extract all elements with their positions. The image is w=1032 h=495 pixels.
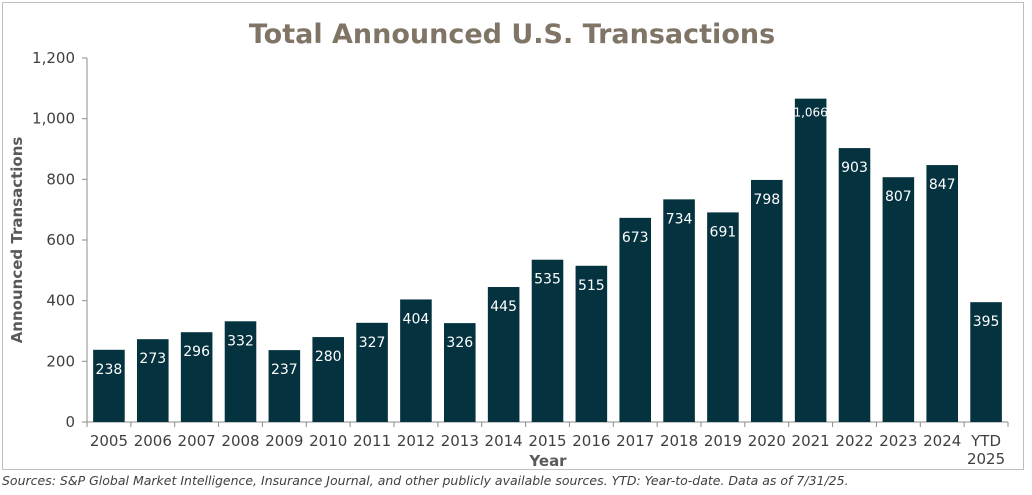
- x-tick-label: 2011: [353, 432, 391, 450]
- bar: [750, 179, 783, 422]
- x-tick-label: 2024: [923, 432, 961, 450]
- x-tick-label: 2010: [309, 432, 347, 450]
- x-tick-label: 2007: [178, 432, 216, 450]
- bar: [794, 98, 827, 422]
- y-tick-label: 200: [46, 352, 75, 370]
- y-tick-label: 0: [65, 413, 75, 431]
- bar-value-label: 691: [710, 224, 737, 240]
- x-tick-label: 2012: [397, 432, 435, 450]
- x-axis-label: Year: [528, 452, 567, 470]
- bar: [268, 350, 301, 422]
- bar: [926, 165, 959, 422]
- x-tick-label: 2006: [134, 432, 172, 450]
- bar: [707, 212, 739, 422]
- bar-chart: Total Announced U.S. Transactions 0 200 40…: [8, 19, 1009, 470]
- bar-value-label: 280: [315, 349, 342, 365]
- bar-value-label: 404: [403, 311, 430, 327]
- bar: [400, 299, 432, 422]
- bar-value-label: 798: [753, 192, 780, 208]
- x-tick-label: 2015: [528, 432, 566, 450]
- bar-value-label: 673: [622, 230, 649, 246]
- bar-value-label: 445: [490, 299, 517, 315]
- y-axis-label: Announced Transactions: [8, 137, 26, 344]
- bar-value-label: 734: [666, 211, 693, 227]
- bar: [663, 199, 695, 422]
- bar-value-label: 326: [446, 335, 473, 351]
- y-tick-label: 400: [46, 292, 75, 310]
- bar-value-label: 395: [973, 314, 1000, 330]
- bar-value-label: 847: [929, 177, 956, 193]
- bar-value-label: 332: [227, 333, 254, 349]
- bar: [443, 323, 476, 422]
- x-tick-label: 2023: [879, 432, 917, 450]
- bar-value-label: 237: [271, 362, 298, 378]
- x-tick-label: 2005: [90, 432, 128, 450]
- bar-value-label: 273: [139, 351, 166, 367]
- bar: [487, 287, 520, 422]
- bar-value-label: 515: [578, 278, 605, 294]
- x-tick-label: 2022: [835, 432, 873, 450]
- chart-title: Total Announced U.S. Transactions: [249, 19, 775, 50]
- bar: [224, 321, 257, 422]
- bars: 238 273 296 332 237 280 327 404 326 445 535 515 673 7…: [93, 98, 1002, 422]
- x-tick-label: 2020: [748, 432, 786, 450]
- bar: [575, 265, 608, 422]
- bar: [312, 337, 345, 422]
- x-tick-label: 2019: [704, 432, 742, 450]
- y-tick-label: 1,200: [32, 49, 75, 67]
- x-tick-label: 2008: [221, 432, 259, 450]
- bar-value-label: 535: [534, 272, 561, 288]
- x-tick-label: 2021: [792, 432, 830, 450]
- x-tick-label: 2013: [441, 432, 479, 450]
- y-tick-label: 1,000: [32, 110, 75, 128]
- bar-value-label: 807: [885, 189, 912, 205]
- bar: [838, 148, 871, 422]
- x-tick-label: YTD 2025: [967, 432, 1005, 468]
- bar-value-label: 238: [96, 362, 123, 378]
- bar: [970, 302, 1002, 422]
- bar-value-label: 903: [841, 160, 868, 176]
- y-tick-label: 800: [46, 170, 75, 188]
- bar: [93, 349, 125, 422]
- bar: [882, 177, 915, 422]
- y-tick-label: 600: [46, 231, 75, 249]
- bar: [619, 217, 652, 422]
- bar-value-label: 327: [359, 335, 386, 351]
- source-footnote: Sources: S&P Global Market Intelligence,…: [2, 473, 849, 488]
- x-tick-label: 2014: [485, 432, 523, 450]
- x-tick-label: 2018: [660, 432, 698, 450]
- bar: [356, 322, 388, 422]
- x-tick-label: 2017: [616, 432, 654, 450]
- x-tick-label: 2009: [265, 432, 303, 450]
- x-tick-label: 2016: [572, 432, 610, 450]
- bar-value-label: 1,066: [793, 106, 827, 120]
- bar-value-label: 296: [183, 344, 210, 360]
- bar: [136, 339, 169, 422]
- bar: [531, 259, 564, 422]
- y-axis: 0 200 400 600 800 1,000 1,200: [32, 49, 88, 431]
- bar: [180, 332, 213, 422]
